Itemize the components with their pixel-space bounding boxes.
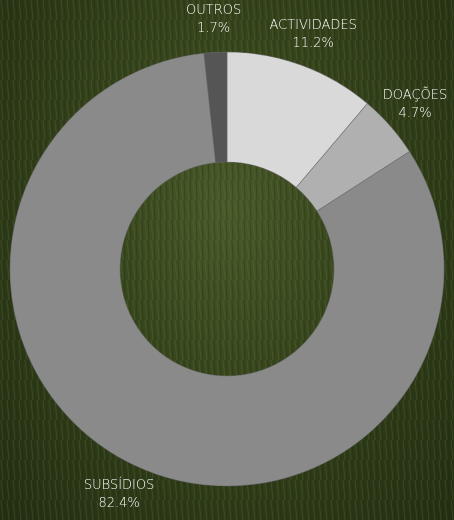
- segment-value-label: 4.7%: [399, 106, 432, 121]
- segment-label: ACTIVIDADES: [269, 18, 356, 33]
- page: ACTIVIDADES 11.2% DOAÇÕES 4.7% SUBSÍDIOS 82.4…: [0, 0, 454, 520]
- segment-value-label: 82.4%: [98, 496, 139, 511]
- chart: ACTIVIDADES 11.2% DOAÇÕES 4.7% SUBSÍDIOS 82.4…: [0, 0, 454, 520]
- segment-label: SUBSÍDIOS: [84, 477, 154, 493]
- segment-label: DOAÇÕES: [383, 87, 447, 103]
- segment-value-label: 1.7%: [197, 21, 230, 36]
- segment-value-label: 11.2%: [293, 36, 334, 51]
- segment-label: OUTROS: [186, 3, 241, 18]
